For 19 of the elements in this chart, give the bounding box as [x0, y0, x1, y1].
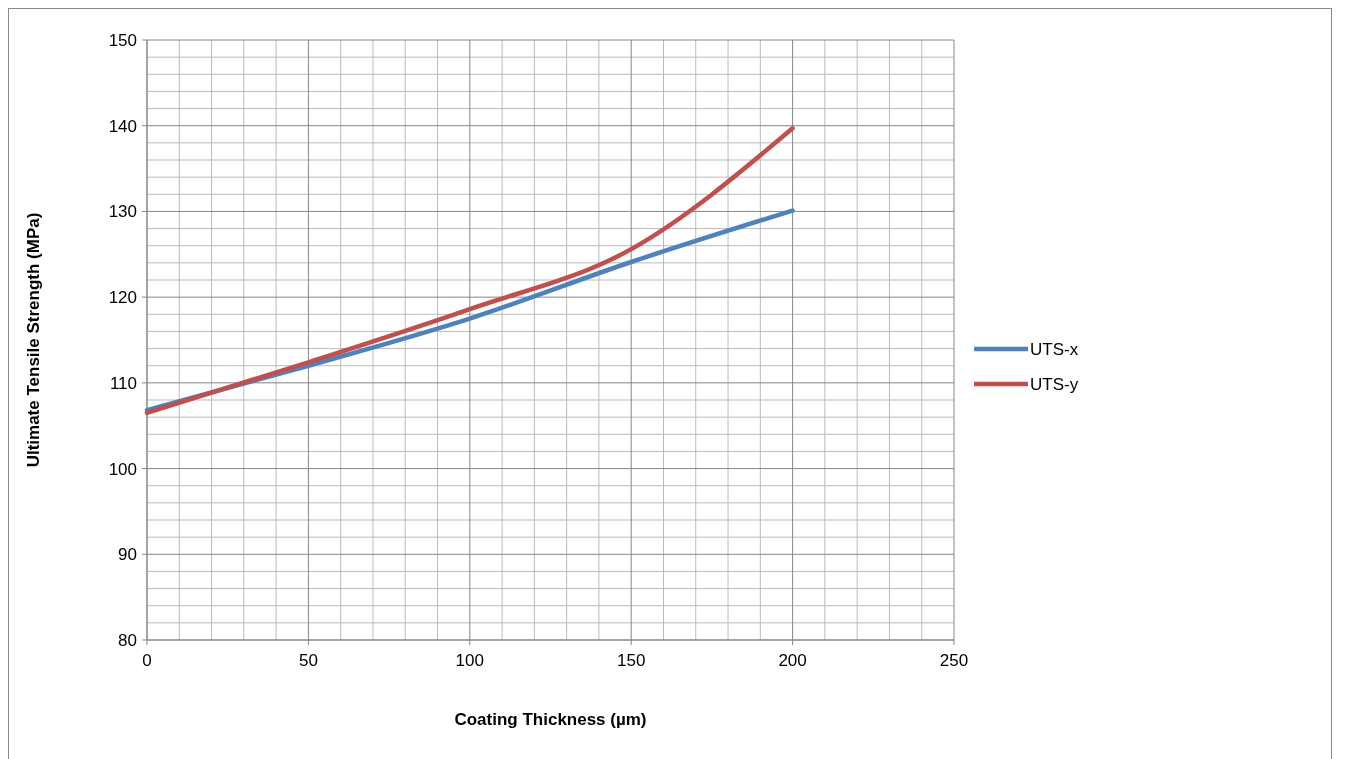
x-tick-label: 100 — [455, 651, 484, 670]
x-axis-title: Coating Thickness (µm) — [454, 710, 647, 729]
x-tick-label: 200 — [778, 651, 807, 670]
y-tick-label: 120 — [108, 288, 137, 308]
line-series — [144, 126, 795, 416]
x-tick-label: 0 — [142, 651, 152, 670]
y-tick-label: 140 — [108, 116, 137, 136]
legend-label: UTS-x — [1030, 339, 1079, 359]
y-tick-label: 100 — [108, 459, 137, 479]
x-tick-label: 250 — [939, 651, 969, 670]
legend-label: UTS-y — [1030, 374, 1079, 394]
y-tick-label: 80 — [118, 630, 137, 650]
y-axis-title: Ultimate Tensile Strength (MPa) — [24, 212, 43, 468]
x-tick-label: 150 — [617, 651, 646, 670]
y-tick-label: 110 — [109, 373, 137, 393]
y-tick-label: 150 — [108, 30, 137, 50]
y-tick-label: 90 — [118, 545, 137, 565]
y-tick-label: 130 — [108, 202, 137, 222]
x-tick-label: 50 — [298, 651, 318, 670]
